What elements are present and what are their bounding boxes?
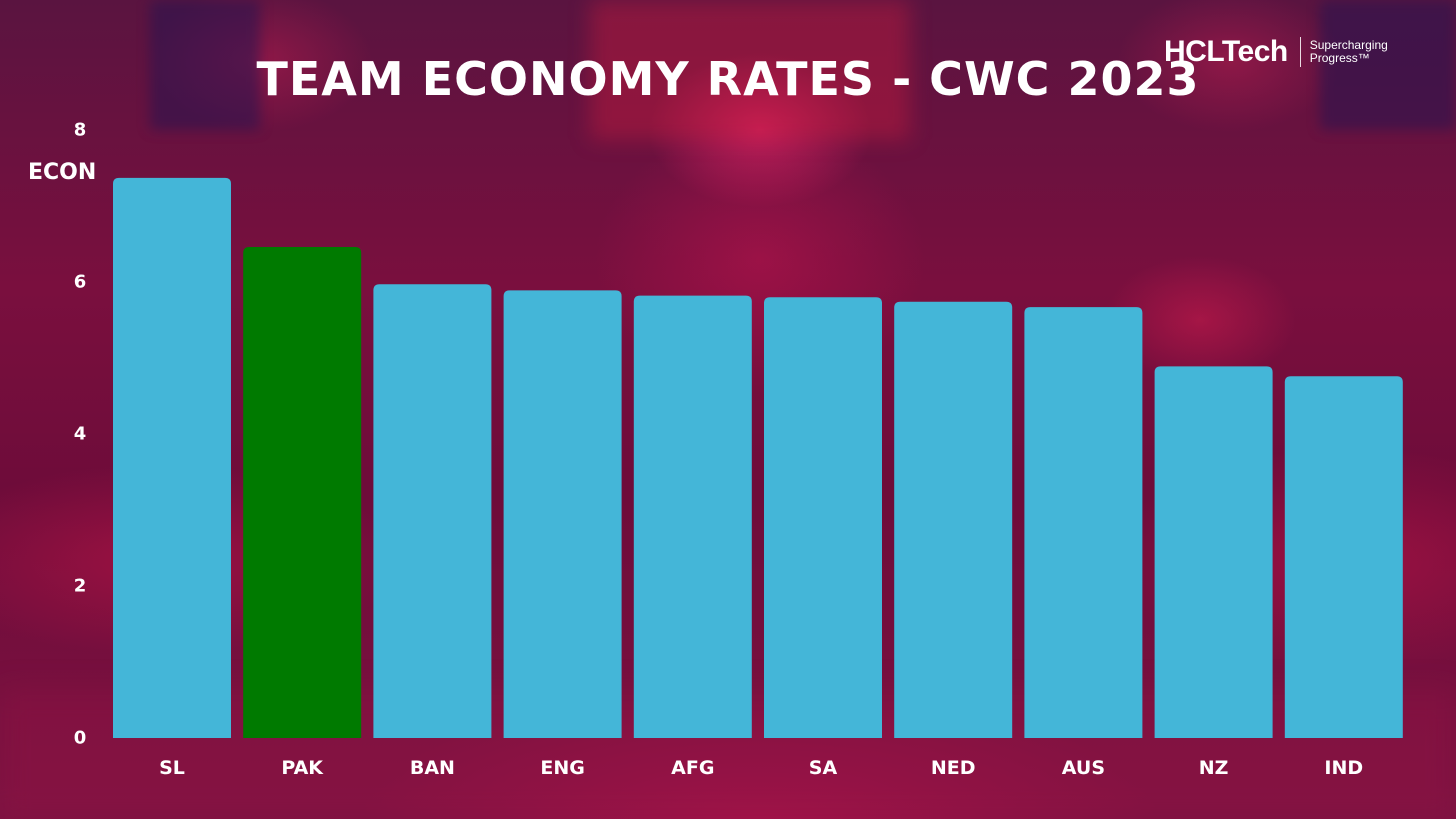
x-tick-label-ban: BAN (410, 757, 455, 779)
background-panel-center (590, 0, 910, 140)
background-panel-right (1320, 0, 1456, 130)
x-tick-label-sa: SA (809, 757, 838, 779)
bar-ban (373, 284, 492, 738)
bar-ned (894, 301, 1013, 738)
logo-tagline: Supercharging Progress™ (1310, 39, 1410, 65)
logo-tagline-line2: Progress™ (1309, 51, 1370, 65)
x-tick-label-pak: PAK (281, 757, 324, 779)
bar-aus (1024, 307, 1143, 738)
y-axis-label: ECON (28, 160, 97, 185)
bar-eng (503, 290, 622, 738)
x-tick-label-ind: IND (1324, 757, 1363, 779)
logo-tagline-line1: Supercharging (1309, 38, 1388, 52)
y-tick-label: 4 (73, 423, 87, 445)
x-tick-label-ned: NED (931, 757, 976, 779)
logo-divider (1299, 37, 1301, 67)
x-tick-label-afg: AFG (671, 757, 714, 779)
bar-nz (1154, 366, 1273, 738)
x-tick-label-sl: SL (159, 757, 185, 779)
bar-sl (113, 177, 231, 738)
logo-wordmark: HCLTech (1164, 35, 1288, 68)
y-tick-label: 2 (73, 575, 87, 597)
chart-title: TEAM ECONOMY RATES - CWC 2023 (256, 52, 1200, 106)
bar-sa (764, 297, 882, 738)
bar-ind (1284, 376, 1403, 738)
x-tick-label-eng: ENG (540, 757, 584, 779)
x-tick-label-aus: AUS (1062, 757, 1105, 779)
y-tick-label: 0 (73, 727, 87, 749)
bar-pak (243, 247, 362, 739)
y-tick-label: 6 (73, 271, 87, 293)
x-tick-label-nz: NZ (1199, 757, 1229, 779)
bar-afg (633, 295, 752, 738)
hcltech-logo: HCLTech Supercharging Progress™ (1164, 32, 1410, 72)
y-tick-label: 8 (73, 119, 87, 141)
background-panel-left (150, 0, 260, 130)
